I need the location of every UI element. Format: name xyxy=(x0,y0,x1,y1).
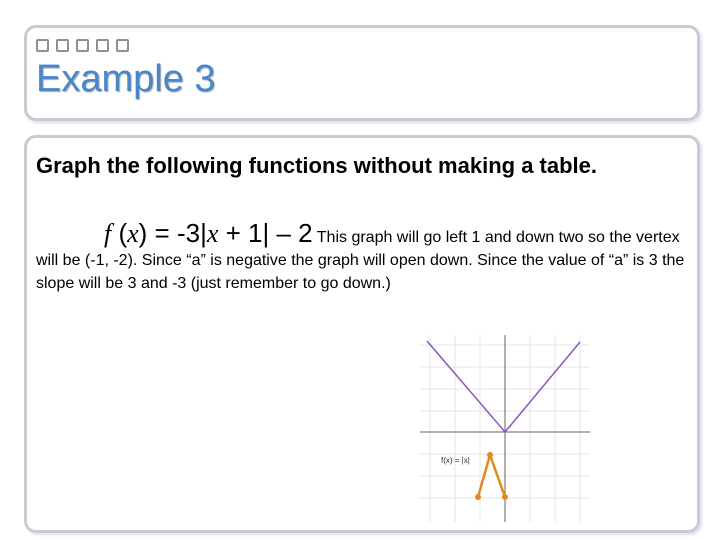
title-box xyxy=(24,25,700,121)
decor-square xyxy=(116,39,129,52)
graph-label: f(x) = |x| xyxy=(441,456,470,465)
formula-part: ) = -3| xyxy=(138,218,207,248)
formula-part: f xyxy=(104,219,112,248)
instruction: Graph the following functions without ma… xyxy=(36,153,597,178)
decor-square xyxy=(96,39,109,52)
content-box xyxy=(24,135,700,533)
slide-title: Example 3 xyxy=(36,58,216,100)
explanation: This graph will go left 1 and down two s… xyxy=(36,229,685,292)
formula-part: + 1| – 2 xyxy=(218,218,313,248)
formula-part: x xyxy=(206,219,219,248)
decor-square xyxy=(36,39,49,52)
abs-graph xyxy=(426,340,581,434)
decor-square xyxy=(56,39,69,52)
point xyxy=(502,494,508,500)
point xyxy=(487,452,493,458)
formula-part: ( xyxy=(111,218,128,248)
formula-part: x xyxy=(127,219,139,248)
paragraph: f (x) = -3|x + 1| – 2 This graph will go… xyxy=(36,219,696,295)
decor-square xyxy=(76,39,89,52)
point xyxy=(475,494,481,500)
